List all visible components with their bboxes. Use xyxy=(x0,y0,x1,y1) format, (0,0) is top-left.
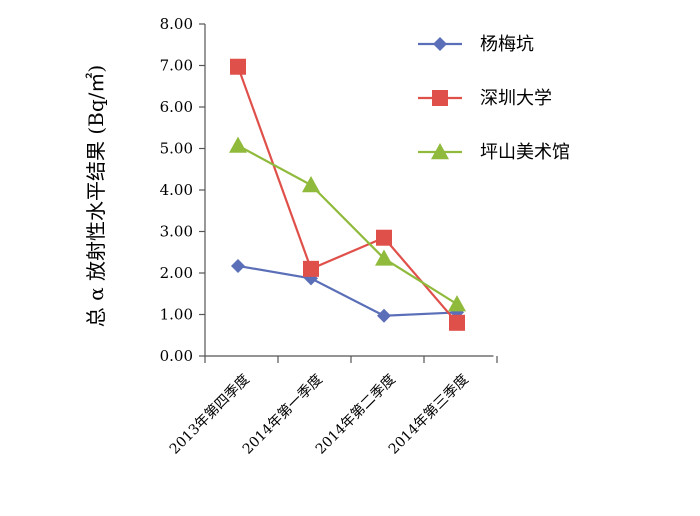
y-tick-label: 5.00 xyxy=(160,140,193,158)
y-tick-label: 3.00 xyxy=(160,223,193,241)
data-point xyxy=(376,229,392,246)
legend-label: 深圳大学 xyxy=(480,88,552,109)
y-axis-title: 总 α 放射性水平结果 (Bq/㎡) xyxy=(84,65,108,327)
data-point xyxy=(229,136,247,153)
data-point xyxy=(230,58,246,75)
data-point xyxy=(303,260,319,277)
data-point xyxy=(448,295,466,312)
series-2 xyxy=(229,136,466,312)
legend-label: 杨梅坑 xyxy=(480,34,534,55)
x-tick-label: 2013年第四季度 xyxy=(166,371,253,458)
y-tick-label: 2.00 xyxy=(160,264,193,282)
data-point xyxy=(377,308,391,323)
series-line xyxy=(237,264,458,317)
legend-marker xyxy=(433,37,447,51)
x-tick-label: 2014年第三季度 xyxy=(385,371,472,458)
series-1 xyxy=(230,58,465,331)
y-tick-label: 0.00 xyxy=(160,347,193,365)
y-tick-label: 1.00 xyxy=(160,306,193,324)
legend-item: 深圳大学 xyxy=(418,88,552,109)
legend-item: 杨梅坑 xyxy=(418,34,534,55)
data-point xyxy=(375,249,393,266)
legend-marker xyxy=(432,90,448,106)
legend-item: 坪山美术馆 xyxy=(418,142,570,163)
series-line xyxy=(237,144,458,306)
data-point xyxy=(302,176,320,193)
x-tick-label: 2014年第一季度 xyxy=(239,371,326,458)
y-tick-label: 8.00 xyxy=(160,15,193,33)
x-tick-label: 2014年第二季度 xyxy=(312,371,399,458)
y-tick-label: 4.00 xyxy=(160,181,193,199)
legend-marker xyxy=(431,143,449,160)
legend-label: 坪山美术馆 xyxy=(480,142,570,163)
data-point xyxy=(231,258,245,273)
data-point xyxy=(449,314,465,331)
y-tick-label: 7.00 xyxy=(160,57,193,75)
y-tick-label: 6.00 xyxy=(160,98,193,116)
